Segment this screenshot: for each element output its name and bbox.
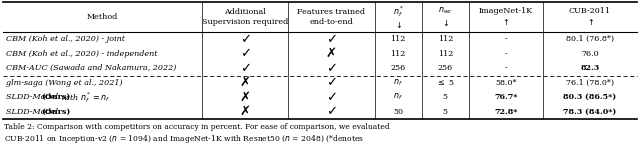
Text: CUB-2011 on Inception-v2 ($n$ = 1094) and ImageNet-1K with Resnet50 ($n$ = 2048): CUB-2011 on Inception-v2 ($n$ = 1094) an… [4, 133, 364, 145]
Text: 58.0*: 58.0* [495, 79, 516, 87]
Text: 50: 50 [393, 108, 403, 116]
Text: ✓: ✓ [239, 47, 251, 60]
Text: CUB-2011
$\uparrow$: CUB-2011 $\uparrow$ [569, 7, 611, 27]
Text: 112: 112 [438, 35, 453, 43]
Text: Method: Method [87, 13, 118, 21]
Text: (Ours): (Ours) [41, 108, 70, 116]
Text: $n_{wc}$
$\downarrow$: $n_{wc}$ $\downarrow$ [438, 6, 452, 28]
Text: 76.1 (78.0*): 76.1 (78.0*) [566, 79, 614, 87]
Text: glm-saga (Wong et al., 2021): glm-saga (Wong et al., 2021) [6, 79, 123, 87]
Text: -: - [504, 64, 507, 72]
Text: ✓: ✓ [239, 62, 251, 75]
Text: ImageNet-1K
$\uparrow$: ImageNet-1K $\uparrow$ [479, 7, 533, 27]
Text: ✓: ✓ [326, 62, 337, 75]
Text: Additional
Supervision required: Additional Supervision required [202, 8, 288, 26]
Text: 76.7*: 76.7* [494, 93, 518, 101]
Text: 112: 112 [390, 50, 406, 58]
Text: CBM (Koh et al., 2020) - independent: CBM (Koh et al., 2020) - independent [6, 50, 157, 58]
Text: 82.3: 82.3 [580, 64, 600, 72]
Text: ✗: ✗ [239, 105, 251, 118]
Text: 256: 256 [438, 64, 453, 72]
Text: ✓: ✓ [326, 33, 337, 46]
Text: ✓: ✓ [326, 91, 337, 104]
Text: SLDD-Model: SLDD-Model [6, 108, 61, 116]
Text: 256: 256 [390, 64, 406, 72]
Text: $n_f$: $n_f$ [393, 92, 403, 102]
Text: -: - [504, 35, 507, 43]
Text: 76.0: 76.0 [581, 50, 598, 58]
Text: CBM (Koh et al., 2020) - joint: CBM (Koh et al., 2020) - joint [6, 35, 125, 43]
Text: SLDD-Model: SLDD-Model [6, 93, 61, 101]
Text: 80.3 (86.5*): 80.3 (86.5*) [563, 93, 616, 101]
Text: 112: 112 [390, 35, 406, 43]
Text: ✗: ✗ [239, 91, 251, 104]
Text: $n_f^*$
$\downarrow$: $n_f^*$ $\downarrow$ [392, 4, 404, 30]
Text: (Ours): (Ours) [41, 93, 70, 101]
Text: 72.8*: 72.8* [494, 108, 518, 116]
Text: with $n_f^* = n_f$: with $n_f^* = n_f$ [60, 90, 111, 105]
Text: $\leq$ 5: $\leq$ 5 [436, 78, 454, 87]
Text: ✗: ✗ [326, 47, 337, 60]
Text: 5: 5 [443, 93, 448, 101]
Text: ✓: ✓ [326, 76, 337, 89]
Text: -: - [504, 50, 507, 58]
Text: Features trained
end-to-end: Features trained end-to-end [298, 8, 365, 26]
Text: ✓: ✓ [326, 105, 337, 118]
Text: ✓: ✓ [239, 33, 251, 46]
Text: ✗: ✗ [239, 76, 251, 89]
Text: Table 2: Comparison with competitors on accuracy in percent. For ease of compari: Table 2: Comparison with competitors on … [4, 123, 390, 131]
Text: 112: 112 [438, 50, 453, 58]
Text: $n_f$: $n_f$ [393, 78, 403, 88]
Text: 80.1 (76.8*): 80.1 (76.8*) [566, 35, 614, 43]
Text: 78.3 (84.0*): 78.3 (84.0*) [563, 108, 616, 116]
Text: 5: 5 [443, 108, 448, 116]
Text: CBM-AUC (Sawada and Nakamura, 2022): CBM-AUC (Sawada and Nakamura, 2022) [6, 64, 177, 72]
